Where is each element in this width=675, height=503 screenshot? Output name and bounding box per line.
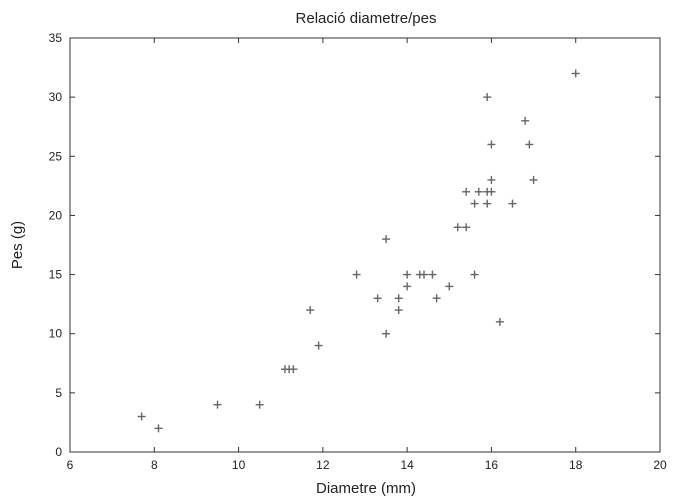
data-point — [483, 199, 492, 208]
y-tick-label: 10 — [49, 327, 63, 341]
x-tick-label: 20 — [653, 458, 667, 472]
data-point — [289, 365, 298, 374]
data-point — [508, 199, 517, 208]
y-tick-label: 5 — [55, 386, 62, 400]
data-point — [213, 400, 222, 409]
x-tick-label: 18 — [569, 458, 583, 472]
data-point — [314, 341, 323, 350]
data-point — [521, 116, 530, 125]
data-points — [137, 69, 580, 433]
data-point — [403, 270, 412, 279]
data-point — [255, 400, 264, 409]
data-point — [373, 294, 382, 303]
data-point — [420, 270, 428, 279]
y-tick-label: 20 — [49, 208, 63, 222]
data-point — [453, 223, 462, 232]
data-point — [487, 175, 496, 184]
data-point — [474, 187, 483, 196]
x-tick-label: 14 — [400, 458, 414, 472]
data-point — [495, 317, 504, 326]
data-point — [352, 270, 361, 279]
y-tick-label: 0 — [55, 445, 62, 459]
data-point — [137, 412, 146, 421]
data-point — [487, 140, 496, 149]
data-point — [432, 294, 441, 303]
data-point — [462, 187, 471, 196]
x-tick-label: 6 — [67, 458, 74, 472]
data-point — [382, 329, 391, 338]
plot-frame — [69, 37, 661, 453]
x-tick-label: 8 — [151, 458, 158, 472]
data-point — [382, 235, 391, 244]
data-point — [428, 270, 437, 279]
data-point — [525, 140, 534, 149]
data-point — [487, 187, 496, 196]
data-point — [445, 282, 454, 291]
data-point — [394, 294, 403, 303]
data-point — [483, 93, 492, 102]
y-tick-label: 30 — [49, 90, 63, 104]
data-point — [571, 69, 580, 78]
data-point — [470, 199, 479, 208]
data-point — [462, 223, 471, 232]
x-axis-title: Diametre (mm) — [316, 480, 416, 497]
chart-title: Relació diametre/pes — [296, 10, 437, 27]
y-tick-label: 15 — [49, 268, 63, 282]
data-point — [394, 306, 403, 315]
y-tick-label: 25 — [49, 149, 63, 163]
data-point — [154, 424, 163, 433]
x-tick-label: 12 — [316, 458, 330, 472]
y-axis-title: Pes (g) — [9, 221, 26, 269]
y-tick-label: 35 — [49, 31, 63, 45]
data-point — [529, 175, 538, 184]
data-point — [306, 306, 315, 315]
axes: 6 8 10 12 14 16 18 20 0 5 10 15 20 25 30 35 — [49, 31, 667, 472]
data-point — [403, 282, 412, 291]
x-tick-label: 10 — [232, 458, 246, 472]
x-tick-label: 16 — [485, 458, 499, 472]
data-point — [470, 270, 479, 279]
